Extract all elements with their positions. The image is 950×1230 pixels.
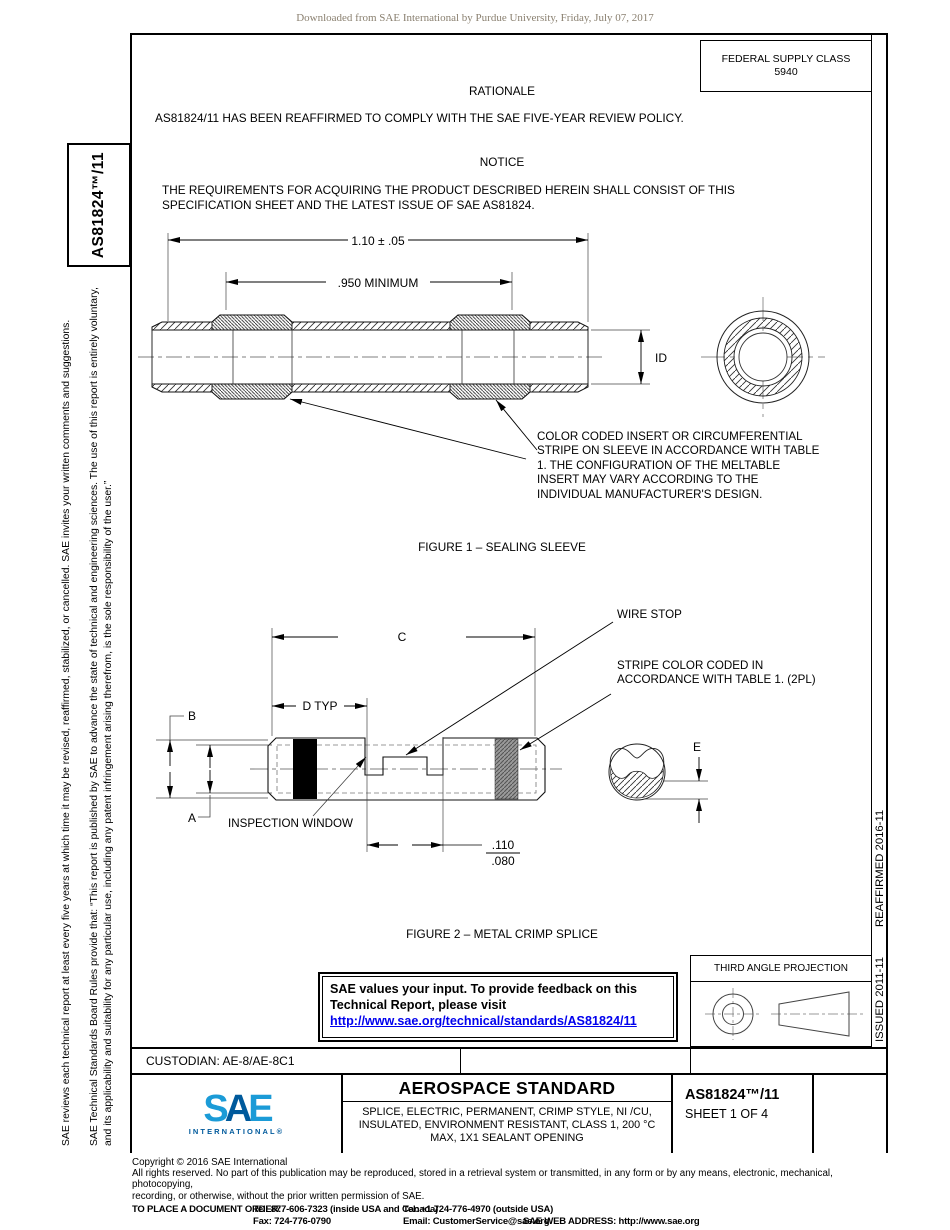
custodian-divider-2 (690, 1049, 691, 1073)
revision-history-vertical: ISSUED 2011-11 REAFFIRMED 2016-11 (874, 602, 886, 1042)
right-column-divider (871, 33, 872, 1047)
inspection-window-label: INSPECTION WINDOW (228, 817, 353, 830)
feedback-line2: Technical Report, please visit (330, 998, 507, 1012)
rights-text: All rights reserved. No part of this pub… (132, 1168, 833, 1202)
sidebar-disclaimer-main: SAE Technical Standards Board Rules prov… (89, 287, 114, 1146)
svg-text:C: C (398, 630, 407, 644)
svg-text:1.10 ± .05: 1.10 ± .05 (351, 234, 405, 248)
figure1-caption: FIGURE 1 – SEALING SLEEVE (418, 540, 586, 554)
svg-text:ID: ID (655, 351, 667, 365)
svg-text:A: A (188, 811, 196, 825)
copyright-line: Copyright © 2016 SAE International (132, 1157, 288, 1168)
dim-a: A (188, 745, 213, 825)
feedback-line1: SAE values your input. To provide feedba… (330, 982, 637, 996)
doc-title: SPLICE, ELECTRIC, PERMANENT, CRIMP STYLE… (358, 1106, 656, 1145)
svg-text:.110: .110 (492, 838, 515, 852)
svg-text:B: B (188, 709, 196, 723)
custodian-divider-1 (460, 1049, 461, 1073)
download-watermark: Downloaded from SAE International by Pur… (296, 12, 654, 24)
insert-leader-arrows (289, 398, 538, 460)
rationale-heading: RATIONALE (469, 84, 535, 98)
tel-inside: Tel: 877-606-7323 (inside USA and Canada… (253, 1203, 439, 1215)
title-block-number-cell: AS81824™/11 SHEET 1 OF 4 (671, 1075, 812, 1153)
sleeve-body (151, 314, 589, 400)
sidebar-doc-number: AS81824™/11 (90, 151, 108, 259)
figure2-crimp-splice-drawing: C D TYP B A .110 .080 (156, 621, 708, 868)
tel-outside: Tel: +1 724-776-4970 (outside USA) (403, 1203, 554, 1215)
dim-c: C (272, 630, 535, 644)
logo-letter-a: A (224, 1088, 253, 1130)
color-band-solid (293, 739, 317, 799)
federal-supply-class-value: 5940 (774, 65, 798, 78)
fax-number: Fax: 724-776-0790 (253, 1215, 331, 1227)
third-angle-projection-label: THIRD ANGLE PROJECTION (691, 956, 871, 982)
custodian-row: CUSTODIAN: AE-8/AE-8C1 (132, 1047, 886, 1075)
dim-e: E (693, 740, 702, 823)
svg-text:.080: .080 (491, 854, 515, 868)
dim-overall-length: 1.10 ± .05 (167, 233, 589, 322)
figure2-caption: FIGURE 2 – METAL CRIMP SPLICE (406, 927, 598, 941)
footer: Copyright © 2016 SAE International All r… (132, 1157, 888, 1228)
logo-letter-e: E (248, 1088, 273, 1130)
federal-supply-class-box: FEDERAL SUPPLY CLASS 5940 (700, 40, 872, 92)
dim-minimum-length: .950 MINIMUM (225, 272, 513, 310)
sleeve-end-view (701, 297, 825, 417)
web-address: SAE WEB ADDRESS: http://www.sae.org (523, 1215, 700, 1227)
third-angle-projection-box: THIRD ANGLE PROJECTION (690, 955, 872, 1047)
figure1-sealing-sleeve-drawing: 1.10 ± .05 .950 MINIMUM ID (138, 233, 825, 460)
dim-b: B (167, 709, 196, 798)
title-block-logo-cell: SAE INTERNATIONAL® (132, 1075, 341, 1153)
custodian-label: CUSTODIAN: AE-8/AE-8C1 (146, 1054, 295, 1068)
sae-logo: SAE INTERNATIONAL® (132, 1075, 341, 1153)
svg-text:.950 MINIMUM: .950 MINIMUM (338, 276, 419, 290)
third-angle-projection-symbol (705, 988, 863, 1040)
email-address: Email: CustomerService@sae.org (403, 1215, 550, 1227)
figure1-color-code-note: COLOR CODED INSERT OR CIRCUMFERENTIAL ST… (537, 430, 820, 501)
sidebar-doc-number-box: AS81824™/11 (67, 143, 131, 267)
stripe-color-label: STRIPE COLOR CODED IN ACCORDANCE WITH TA… (617, 659, 816, 687)
sheet-number: SHEET 1 OF 4 (685, 1107, 769, 1121)
dim-inner-diameter: ID (591, 329, 667, 385)
dim-inspection-window: .110 .080 (367, 838, 520, 868)
title-block-empty-cell (812, 1075, 886, 1153)
dim-d-typ: D TYP (272, 699, 367, 713)
reaffirmed-date: REAFFIRMED 2016-11 (874, 809, 886, 928)
notice-body: THE REQUIREMENTS FOR ACQUIRING THE PRODU… (162, 183, 735, 212)
sidebar-disclaimer-review: SAE reviews each technical report at lea… (61, 319, 72, 1146)
federal-supply-class-label: FEDERAL SUPPLY CLASS (721, 53, 851, 65)
notice-heading: NOTICE (479, 155, 525, 169)
doc-type-heading: AEROSPACE STANDARD (343, 1075, 671, 1102)
logo-subtext: INTERNATIONAL® (188, 1127, 285, 1136)
order-label: TO PLACE A DOCUMENT ORDER: (132, 1203, 282, 1215)
splice-end-view (608, 743, 666, 801)
svg-text:E: E (693, 740, 701, 754)
rationale-body: AS81824/11 HAS BEEN REAFFIRMED TO COMPLY… (155, 111, 684, 125)
logo-letter-s: S (203, 1088, 228, 1130)
issued-date: ISSUED 2011-11 (874, 957, 886, 1042)
svg-text:D TYP: D TYP (302, 699, 337, 713)
title-block-center-cell: AEROSPACE STANDARD SPLICE, ELECTRIC, PER… (341, 1075, 671, 1153)
leader-arrows (312, 621, 614, 817)
feedback-box: SAE values your input. To provide feedba… (318, 972, 678, 1042)
feedback-link[interactable]: http://www.sae.org/technical/standards/A… (330, 1014, 637, 1028)
wire-stop-label: WIRE STOP (617, 608, 682, 621)
doc-number: AS81824™/11 (685, 1087, 780, 1103)
